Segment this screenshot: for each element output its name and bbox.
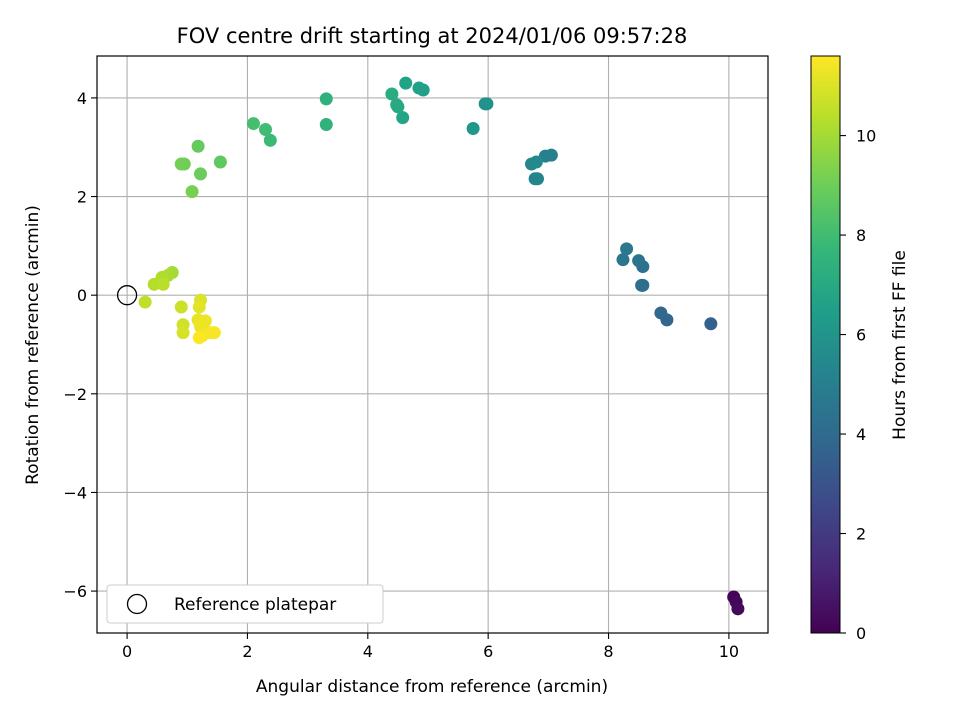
data-point bbox=[616, 253, 630, 267]
colorbar-ticks: 0 2 4 6 8 10 bbox=[840, 127, 876, 643]
x-tick-label: 0 bbox=[122, 642, 132, 661]
data-point bbox=[632, 254, 646, 268]
data-points bbox=[116, 76, 745, 616]
grid bbox=[97, 56, 768, 633]
colorbar-gradient bbox=[810, 55, 841, 634]
data-point bbox=[263, 133, 277, 147]
colorbar-tick-label: 2 bbox=[856, 525, 866, 544]
data-point bbox=[194, 167, 208, 181]
data-point bbox=[213, 155, 227, 169]
colorbar-tick-label: 10 bbox=[856, 127, 876, 146]
data-point bbox=[390, 98, 404, 112]
plot-frame bbox=[96, 55, 769, 634]
data-point bbox=[412, 81, 426, 95]
y-axis-ticks: −6 −4 −2 0 2 4 bbox=[63, 89, 97, 601]
data-point bbox=[654, 306, 668, 320]
y-tick-label: 0 bbox=[77, 286, 87, 305]
x-tick-label: 6 bbox=[483, 642, 493, 661]
reference-marker bbox=[116, 285, 138, 306]
data-point bbox=[246, 117, 260, 131]
data-point bbox=[191, 139, 205, 153]
data-point bbox=[704, 317, 718, 331]
data-point bbox=[156, 277, 170, 291]
data-point bbox=[531, 172, 545, 186]
data-point bbox=[192, 300, 206, 314]
data-point bbox=[385, 87, 399, 101]
x-tick-label: 10 bbox=[719, 642, 739, 661]
data-point bbox=[319, 118, 333, 132]
y-axis-label: Rotation from reference (arcmin) bbox=[23, 205, 43, 485]
data-point bbox=[192, 331, 206, 345]
x-tick-label: 2 bbox=[242, 642, 252, 661]
data-point bbox=[620, 242, 634, 256]
x-axis-ticks: 0 2 4 6 8 10 bbox=[122, 633, 739, 661]
legend: Reference platepar bbox=[106, 584, 384, 624]
data-point bbox=[147, 277, 161, 291]
legend-box bbox=[106, 584, 384, 624]
colorbar-tick-label: 6 bbox=[856, 326, 866, 345]
data-point bbox=[466, 121, 480, 135]
data-point bbox=[176, 326, 190, 340]
colorbar: 0 2 4 6 8 10 Hours from first FF file bbox=[810, 55, 910, 643]
data-point bbox=[319, 92, 333, 106]
data-point bbox=[185, 185, 199, 199]
data-point bbox=[731, 602, 745, 616]
chart-title: FOV centre drift starting at 2024/01/06 … bbox=[177, 24, 688, 48]
y-tick-label: 2 bbox=[77, 188, 87, 207]
data-point bbox=[396, 111, 410, 125]
x-tick-label: 8 bbox=[603, 642, 613, 661]
data-point bbox=[399, 76, 413, 90]
data-point bbox=[174, 157, 188, 171]
x-axis-label: Angular distance from reference (arcmin) bbox=[256, 677, 608, 697]
data-point bbox=[480, 97, 494, 111]
data-point bbox=[203, 326, 217, 340]
y-tick-label: 4 bbox=[77, 89, 87, 108]
legend-marker-icon bbox=[126, 593, 148, 615]
y-tick-label: −2 bbox=[63, 385, 87, 404]
data-point bbox=[259, 122, 273, 136]
y-tick-label: −6 bbox=[63, 582, 87, 601]
data-point bbox=[138, 295, 152, 309]
colorbar-tick-label: 0 bbox=[856, 624, 866, 643]
colorbar-tick-label: 8 bbox=[856, 226, 866, 245]
y-tick-label: −4 bbox=[63, 483, 87, 502]
colorbar-tick-label: 4 bbox=[856, 425, 866, 444]
data-point bbox=[529, 155, 543, 169]
colorbar-label: Hours from first FF file bbox=[890, 250, 910, 440]
legend-label: Reference platepar bbox=[174, 595, 336, 615]
data-point bbox=[635, 278, 649, 292]
x-tick-label: 4 bbox=[363, 642, 373, 661]
data-point bbox=[174, 300, 188, 314]
